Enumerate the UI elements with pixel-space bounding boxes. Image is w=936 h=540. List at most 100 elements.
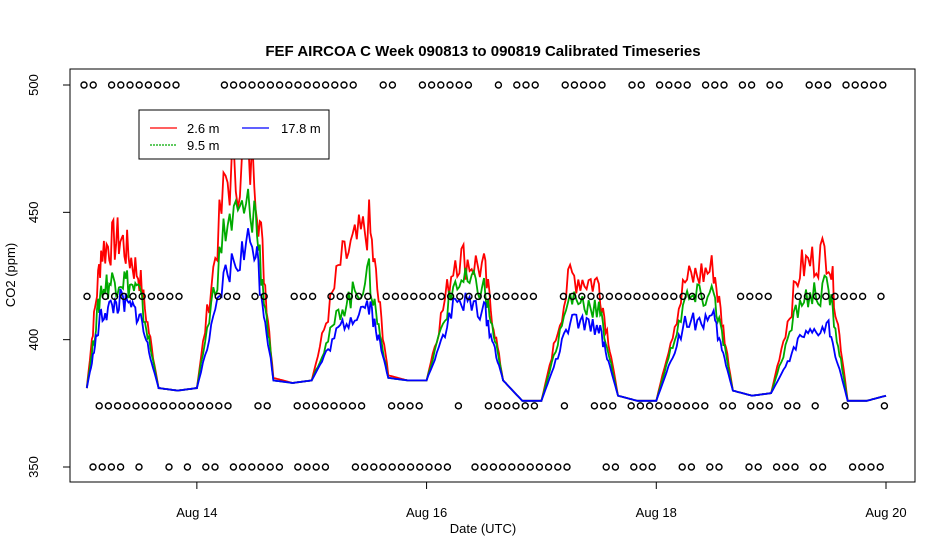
calibration-marker-0-56 [814, 81, 823, 89]
calibration-marker-0-52 [747, 81, 756, 89]
calibration-marker-1-15 [290, 292, 298, 301]
calibration-marker-1-23 [382, 292, 390, 301]
calibration-marker-3-4 [135, 463, 143, 471]
calibration-marker-1-64 [831, 292, 839, 301]
calibration-marker-1-5 [138, 292, 146, 301]
calibration-marker-2-15 [254, 402, 262, 410]
calibration-marker-0-4 [126, 81, 134, 89]
calibration-marker-0-41 [598, 81, 606, 89]
calibration-marker-0-59 [851, 81, 859, 89]
calibration-marker-0-31 [455, 81, 463, 89]
calibration-marker-3-33 [498, 463, 507, 471]
calibration-marker-0-27 [418, 81, 427, 89]
calibration-marker-0-35 [522, 81, 530, 89]
y-tick-label-450: 450 [26, 201, 41, 223]
calibration-marker-3-45 [648, 463, 656, 471]
calibration-marker-2-0 [95, 402, 103, 410]
calibration-marker-1-16 [299, 292, 308, 301]
calibration-marker-3-21 [370, 463, 378, 471]
calibration-marker-3-35 [517, 463, 525, 471]
calibration-marker-1-29 [437, 292, 446, 301]
calibration-marker-2-57 [841, 402, 849, 410]
calibration-marker-1-43 [587, 292, 595, 301]
calibration-marker-1-6 [147, 292, 156, 301]
calibration-marker-2-12 [205, 402, 214, 410]
x-tick-label-1: Aug 16 [406, 505, 447, 520]
calibration-marker-1-33 [474, 292, 482, 301]
calibration-marker-0-21 [321, 81, 330, 89]
calibration-marker-0-1 [89, 81, 97, 89]
calibration-marker-0-8 [163, 81, 171, 89]
calibration-marker-3-12 [257, 463, 265, 471]
calibration-marker-2-18 [302, 402, 311, 410]
calibration-marker-3-50 [745, 463, 753, 471]
calibration-marker-3-56 [818, 463, 827, 471]
calibration-marker-3-52 [772, 463, 781, 471]
calibration-marker-1-56 [736, 292, 745, 301]
calibration-marker-3-13 [266, 463, 274, 471]
calibration-marker-1-46 [614, 292, 623, 301]
calibration-marker-3-11 [248, 463, 256, 471]
calibration-markers [80, 81, 889, 471]
calibration-marker-0-2 [107, 81, 116, 89]
calibration-marker-2-48 [701, 402, 709, 410]
series-line-2 [85, 228, 887, 402]
x-tick-label-3: Aug 20 [865, 505, 906, 520]
calibration-marker-2-28 [415, 402, 423, 410]
calibration-marker-2-23 [348, 402, 357, 410]
calibration-marker-2-17 [293, 402, 301, 410]
calibration-marker-0-50 [720, 81, 728, 89]
calibration-marker-0-36 [531, 81, 539, 89]
calibration-marker-2-2 [113, 402, 122, 410]
calibration-marker-1-50 [651, 292, 660, 301]
calibration-marker-2-8 [169, 402, 177, 410]
calibration-marker-2-22 [339, 402, 347, 410]
calibration-marker-3-58 [858, 463, 866, 471]
y-tick-label-500: 500 [26, 74, 41, 96]
calibration-marker-1-38 [520, 292, 528, 301]
calibration-marker-1-60 [794, 292, 802, 301]
calibration-marker-0-0 [80, 81, 88, 89]
calibration-marker-1-7 [156, 292, 165, 301]
calibration-marker-3-37 [535, 463, 544, 471]
calibration-marker-0-46 [674, 81, 682, 89]
calibration-marker-2-41 [636, 402, 645, 410]
calibration-marker-2-46 [682, 402, 691, 410]
calibration-marker-3-25 [406, 463, 415, 471]
calibration-marker-3-30 [471, 463, 479, 471]
calibration-marker-0-48 [701, 81, 710, 89]
calibration-marker-3-24 [397, 463, 406, 471]
calibration-marker-0-12 [239, 81, 247, 89]
calibration-marker-2-43 [655, 402, 663, 410]
calibration-marker-3-10 [238, 463, 247, 471]
calibration-marker-2-27 [406, 402, 414, 410]
chart-title: FEF AIRCOA C Week 090813 to 090819 Calib… [265, 43, 700, 60]
legend: 2.6 m 9.5 m 17.8 m [138, 109, 330, 160]
calibration-marker-3-38 [544, 463, 553, 471]
x-axis: Aug 14 Aug 16 Aug 18 Aug 20 [176, 482, 907, 520]
calibration-marker-1-3 [120, 292, 128, 301]
calibration-marker-1-28 [428, 292, 436, 301]
series-lines [85, 137, 887, 402]
calibration-marker-3-7 [202, 463, 210, 471]
calibration-marker-3-34 [508, 463, 516, 471]
calibration-marker-3-28 [434, 463, 442, 471]
calibration-marker-0-40 [589, 81, 597, 89]
calibration-marker-3-51 [754, 463, 762, 471]
y-axis-label: CO2 (ppm) [3, 243, 18, 307]
calibration-marker-3-46 [678, 463, 686, 471]
calibration-marker-1-62 [812, 292, 821, 301]
calibration-marker-1-52 [670, 292, 678, 301]
calibration-marker-2-56 [811, 402, 819, 410]
calibration-marker-1-10 [214, 292, 222, 301]
calibration-marker-0-7 [153, 81, 162, 89]
calibration-marker-1-14 [260, 292, 268, 301]
calibration-marker-0-37 [561, 81, 569, 89]
calibration-marker-0-28 [427, 81, 436, 89]
calibration-marker-3-17 [312, 463, 320, 471]
calibration-marker-2-6 [150, 402, 159, 410]
calibration-marker-1-49 [642, 292, 650, 301]
calibration-marker-0-13 [248, 81, 256, 89]
calibration-marker-0-17 [285, 81, 293, 89]
calibration-marker-2-34 [521, 402, 529, 410]
